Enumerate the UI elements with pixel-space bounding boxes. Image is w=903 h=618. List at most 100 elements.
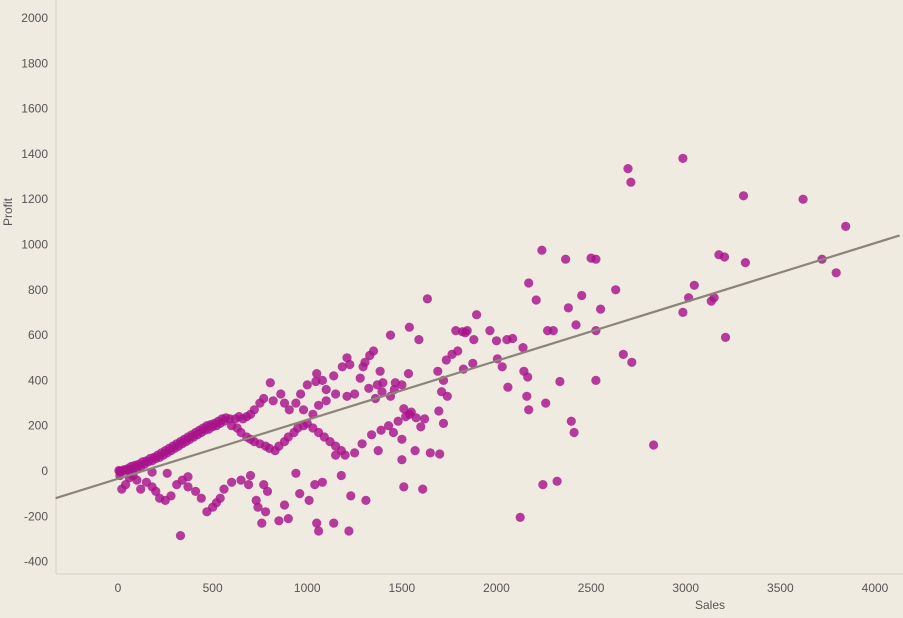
data-point — [541, 398, 551, 408]
data-point — [196, 493, 206, 503]
data-point — [591, 254, 601, 264]
y-tick-label: 2000 — [21, 11, 48, 25]
data-point — [689, 280, 699, 290]
data-point — [361, 495, 371, 505]
data-point — [503, 382, 513, 392]
data-point — [276, 389, 286, 399]
data-point — [350, 389, 360, 399]
data-point — [291, 398, 301, 408]
data-point — [591, 375, 601, 385]
data-point — [340, 450, 350, 460]
data-point — [399, 404, 409, 414]
data-point — [329, 518, 339, 528]
data-point — [678, 153, 688, 163]
data-point — [468, 358, 478, 368]
data-point — [399, 482, 409, 492]
data-point — [831, 268, 841, 278]
data-point — [255, 398, 265, 408]
data-point — [709, 293, 719, 303]
data-point — [329, 371, 339, 381]
data-point — [438, 418, 449, 428]
data-point — [245, 470, 256, 481]
data-point — [358, 362, 368, 372]
y-tick-label: -200 — [24, 509, 48, 523]
y-axis-title: Profit — [1, 197, 15, 226]
data-point — [524, 405, 534, 415]
x-axis-title: Sales — [695, 598, 725, 612]
data-point — [202, 507, 212, 517]
data-point — [342, 391, 352, 401]
data-point — [491, 336, 502, 346]
data-point — [155, 493, 165, 503]
data-point — [262, 486, 273, 496]
data-point — [720, 332, 731, 342]
data-point — [404, 322, 414, 332]
data-point — [416, 422, 426, 432]
y-tick-label: 400 — [28, 373, 48, 387]
data-point — [523, 372, 533, 382]
data-point — [317, 477, 327, 487]
data-point — [172, 480, 182, 490]
data-point — [618, 349, 628, 359]
data-point — [336, 470, 346, 481]
y-tick-label: 600 — [28, 328, 48, 342]
data-point — [384, 421, 394, 431]
data-point — [538, 480, 548, 490]
data-point — [397, 455, 407, 465]
data-point — [420, 414, 430, 424]
data-point — [346, 491, 356, 501]
data-point — [368, 346, 379, 356]
data-point — [433, 366, 443, 376]
y-tick-labels: -400 -200 0 200 400 600 800 1000 1200 1400 1600 180… — [21, 11, 48, 569]
data-point — [434, 406, 444, 416]
data-point — [531, 295, 541, 305]
data-point — [314, 400, 324, 410]
data-point — [649, 440, 659, 450]
data-point — [312, 518, 322, 528]
data-point — [304, 495, 314, 505]
data-point — [331, 389, 341, 399]
data-point — [268, 396, 278, 406]
data-point — [342, 353, 352, 363]
data-point — [627, 357, 637, 367]
data-point — [344, 526, 354, 536]
data-point — [626, 177, 636, 187]
y-tick-label: -400 — [24, 555, 48, 569]
data-point — [183, 482, 193, 492]
data-point — [469, 335, 479, 345]
data-point — [355, 373, 365, 383]
data-point — [385, 330, 396, 340]
data-point — [274, 516, 284, 526]
data-point — [410, 446, 420, 456]
data-point — [236, 475, 246, 485]
data-point — [321, 396, 331, 406]
data-point — [377, 387, 387, 397]
data-point — [350, 448, 360, 458]
data-point — [375, 366, 385, 376]
data-point — [561, 254, 571, 264]
x-tick-label: 1000 — [294, 581, 321, 595]
data-point — [524, 278, 534, 288]
x-tick-label: 4000 — [862, 581, 889, 595]
data-point — [425, 448, 435, 458]
data-point — [373, 446, 383, 456]
data-point — [298, 405, 309, 415]
data-point — [393, 416, 403, 426]
y-tick-label: 1400 — [21, 147, 48, 161]
y-tick-label: 0 — [41, 464, 48, 478]
data-point — [312, 369, 322, 379]
x-tick-label: 0 — [115, 581, 122, 595]
data-point — [279, 500, 290, 510]
data-point — [321, 384, 331, 395]
data-point — [414, 335, 424, 345]
data-point — [141, 477, 151, 487]
data-point — [311, 376, 321, 387]
data-point — [310, 480, 320, 490]
data-point — [284, 405, 294, 415]
y-tick-label: 1200 — [21, 192, 48, 206]
data-point — [183, 472, 193, 482]
data-point — [418, 484, 428, 494]
x-tick-label: 2500 — [578, 581, 605, 595]
